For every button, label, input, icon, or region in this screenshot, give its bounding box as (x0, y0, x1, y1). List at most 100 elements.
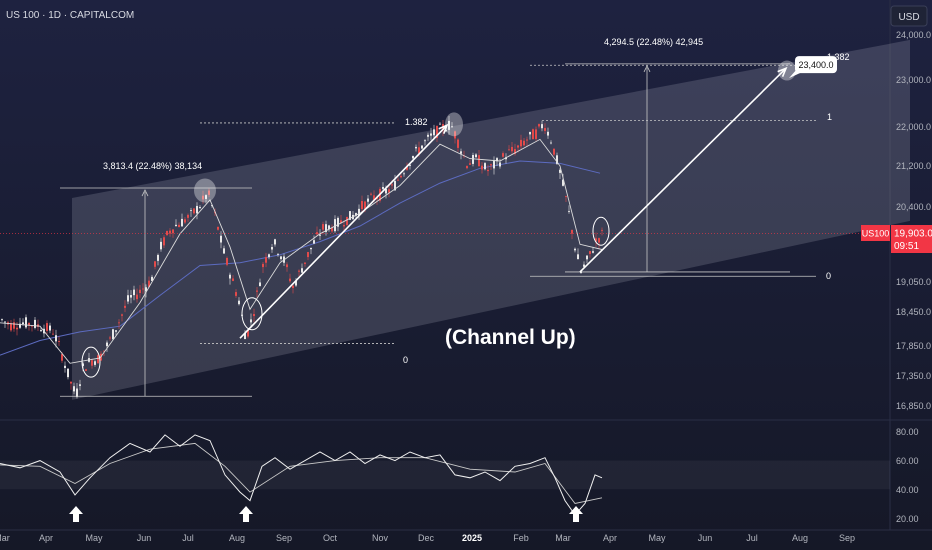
candle-body (589, 251, 591, 254)
price-axis-tick: 17,350.0 (896, 371, 931, 381)
candle-body (19, 323, 21, 328)
candle-body (13, 322, 15, 329)
trend-arrow-2-head (777, 66, 788, 77)
candle-body (556, 155, 558, 164)
time-axis-tick: Apr (603, 533, 617, 543)
rsi-pane (0, 434, 890, 522)
low-highlight (81, 346, 101, 378)
candle-body (448, 120, 450, 130)
candle-body (493, 160, 495, 169)
candle-body (106, 342, 108, 347)
candle-body (547, 131, 549, 136)
candle-body (271, 247, 273, 250)
candle-body (40, 330, 42, 332)
candle-body (439, 123, 441, 125)
candle-body (82, 363, 84, 367)
candle-body (565, 196, 567, 197)
candle-body (166, 231, 168, 236)
price-axis-tick: 21,200.0 (896, 161, 931, 171)
candle-body (502, 153, 504, 157)
candle-body (289, 278, 291, 282)
time-axis-tick: Aug (229, 533, 245, 543)
price-tag: US100 19,903.0 09:51 (861, 225, 932, 253)
candle-body (286, 264, 288, 268)
candle-body (139, 289, 141, 294)
candle-body (16, 327, 18, 330)
candle-body (331, 227, 333, 232)
channel-annotation: (Channel Up) (445, 326, 576, 349)
candle-body (193, 208, 195, 214)
time-axis-tick: Apr (39, 533, 53, 543)
rsi-axis-tick: 40.00 (896, 485, 919, 495)
candle-body (181, 218, 183, 227)
up-arrow-1 (69, 506, 83, 522)
time-axis-tick: Jul (182, 533, 194, 543)
price-axis-tick: 16,850.0 (896, 401, 931, 411)
candle-body (259, 282, 261, 287)
candle-body (511, 146, 513, 152)
candle-body (319, 234, 321, 236)
currency-button[interactable]: USD (890, 5, 928, 27)
candle-body (406, 166, 408, 170)
candle-body (475, 154, 477, 158)
target-label: 23,400.0 (798, 60, 833, 70)
time-axis-tick: Sep (276, 533, 292, 543)
candle-body (208, 190, 210, 195)
candle-body (412, 156, 414, 159)
candle-body (313, 240, 315, 244)
candle-body (508, 149, 510, 151)
candle-body (262, 263, 264, 268)
candle-body (73, 386, 75, 392)
candle-body (154, 261, 156, 267)
candle-body (580, 271, 582, 273)
candle-body (304, 262, 306, 264)
time-axis-tick: Mar (555, 533, 571, 543)
candle-body (232, 278, 234, 281)
candle-body (316, 232, 318, 235)
price-axis-tick: 18,450.0 (896, 307, 931, 317)
price-axis-tick: 23,000.0 (896, 75, 931, 85)
candle-body (418, 147, 420, 154)
trend-arrow-1-head (438, 123, 449, 134)
price-axis-tick: 17,850.0 (896, 341, 931, 351)
time-axis-tick: 2025 (462, 533, 482, 543)
candle-body (79, 384, 81, 386)
candle-body (361, 201, 363, 210)
candle-body (103, 350, 105, 352)
candle-body (247, 330, 249, 337)
candle-body (130, 295, 132, 298)
channel-band (72, 39, 910, 400)
candle-body (562, 179, 564, 186)
candle-body (10, 323, 12, 331)
peak-highlight (445, 112, 463, 137)
candle-body (535, 129, 537, 139)
time-axis-tick: Dec (418, 533, 435, 543)
candle-body (424, 140, 426, 142)
price-tag-bg (891, 225, 932, 253)
candle-body (184, 219, 186, 223)
candle-body (364, 201, 366, 211)
up-arrow-3 (569, 506, 583, 522)
time-axis-tick: Feb (513, 533, 529, 543)
candle-body (400, 175, 402, 178)
candle-body (322, 224, 324, 230)
candle-body (175, 224, 177, 227)
candle-body (67, 368, 69, 378)
peak-highlight (194, 178, 216, 203)
candle-body (334, 219, 336, 232)
candle-body (340, 220, 342, 224)
candle-body (256, 290, 258, 292)
candle-body (325, 224, 327, 232)
candle-body (157, 254, 159, 261)
candle-body (226, 258, 228, 265)
price-axis-tick: 19,050.0 (896, 277, 931, 287)
low-highlight (592, 216, 610, 246)
candle-body (310, 247, 312, 250)
fib-level-label: 0 (826, 271, 831, 281)
candle-body (343, 224, 345, 227)
candle-body (457, 139, 459, 148)
fib-level-label: 1 (827, 112, 832, 122)
candle-body (388, 189, 390, 193)
